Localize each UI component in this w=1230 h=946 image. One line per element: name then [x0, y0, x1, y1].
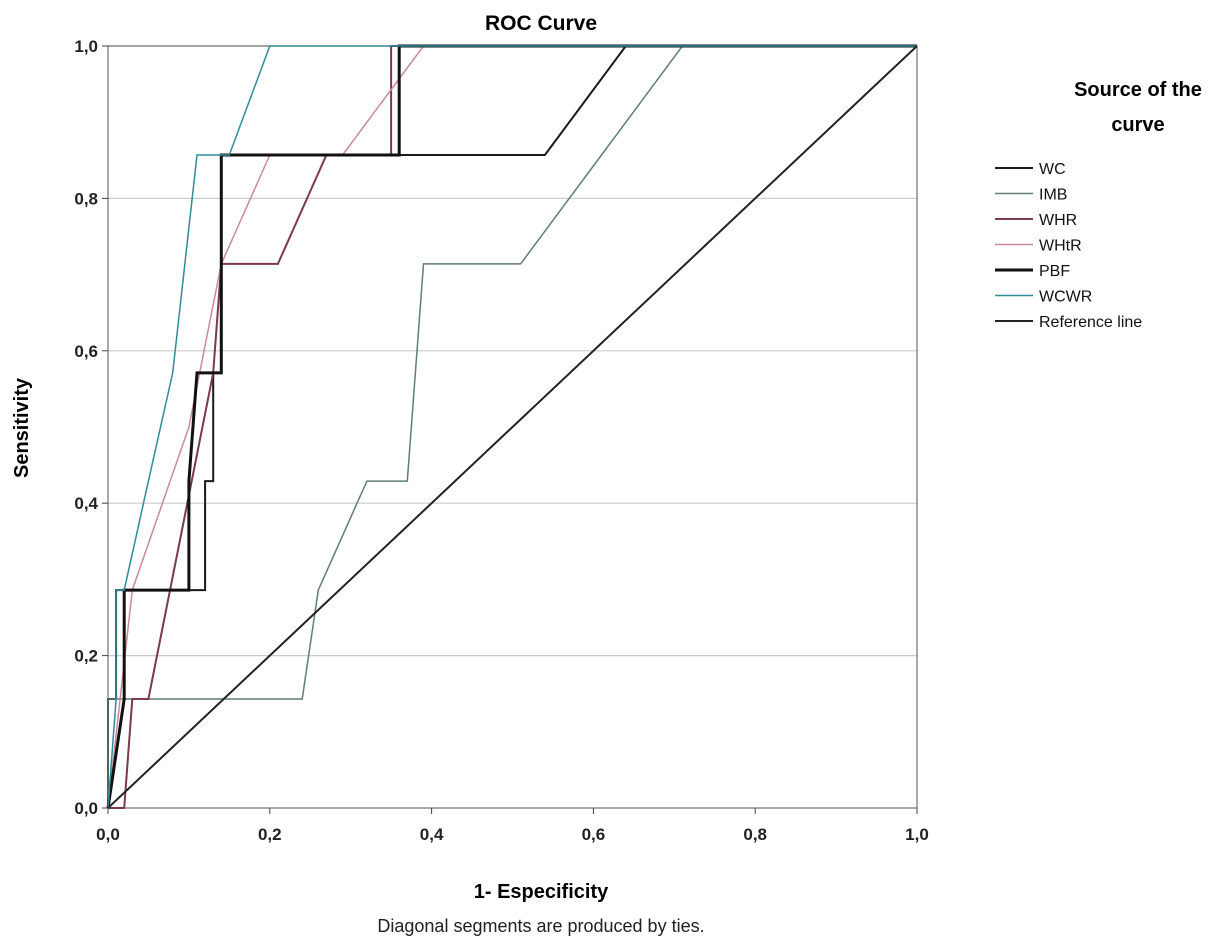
x-tick-label: 0,4	[420, 825, 444, 844]
y-tick-label: 0,8	[74, 189, 98, 208]
x-tick-label: 0,0	[96, 825, 120, 844]
legend-item-wcwr: WCWR	[995, 289, 1092, 306]
y-tick-label: 1,0	[74, 37, 98, 56]
legend-title-line2: curve	[1111, 114, 1164, 136]
legend-label: WCWR	[1039, 289, 1092, 306]
legend-item-imb: IMB	[995, 187, 1067, 204]
x-tick-label: 0,8	[743, 825, 767, 844]
x-tick-label: 1,0	[905, 825, 929, 844]
x-tick-label: 0,6	[582, 825, 606, 844]
legend-label: Reference line	[1039, 314, 1142, 331]
series-line-reference-line	[107, 45, 918, 809]
series-line-imb	[107, 45, 917, 808]
legend-entries: WC IMB WHR WHtR PBF WCWR Reference line	[995, 161, 1142, 331]
series-line-wcwr	[107, 45, 917, 809]
legend-item-pbf: PBF	[995, 263, 1070, 280]
series-line-pbf	[106, 44, 917, 809]
legend-label: WHR	[1039, 212, 1077, 229]
y-axis-title: Sensitivity	[11, 377, 33, 478]
legend-label: PBF	[1039, 263, 1070, 280]
legend-item-whtr: WHtR	[995, 238, 1082, 255]
legend-item-wc: WC	[995, 161, 1066, 178]
axis-ticks: 0,0 0,2 0,4 0,6 0,8 1,0 0,0 0,2 0,4 0,6 0,8 1,0	[74, 37, 928, 844]
chart-footnote: Diagonal segments are produced by ties.	[377, 916, 704, 936]
legend-item-whr: WHR	[995, 212, 1077, 229]
y-tick-label: 0,6	[74, 342, 98, 361]
y-tick-label: 0,0	[74, 799, 98, 818]
x-tick-label: 0,2	[258, 825, 282, 844]
y-tick-label: 0,4	[74, 494, 98, 513]
legend: Source of the curve WC IMB WHR WHtR PBF WCWR R…	[995, 79, 1202, 331]
x-axis-title: 1- Especificity	[474, 881, 609, 903]
legend-title-line1: Source of the	[1074, 79, 1202, 101]
legend-label: WHtR	[1039, 238, 1082, 255]
legend-label: IMB	[1039, 187, 1067, 204]
series-line-whtr	[107, 45, 917, 809]
legend-item-reference-line: Reference line	[995, 314, 1142, 331]
chart-title: ROC Curve	[485, 12, 597, 35]
legend-label: WC	[1039, 161, 1066, 178]
roc-series	[106, 44, 918, 809]
y-tick-label: 0,2	[74, 647, 98, 666]
